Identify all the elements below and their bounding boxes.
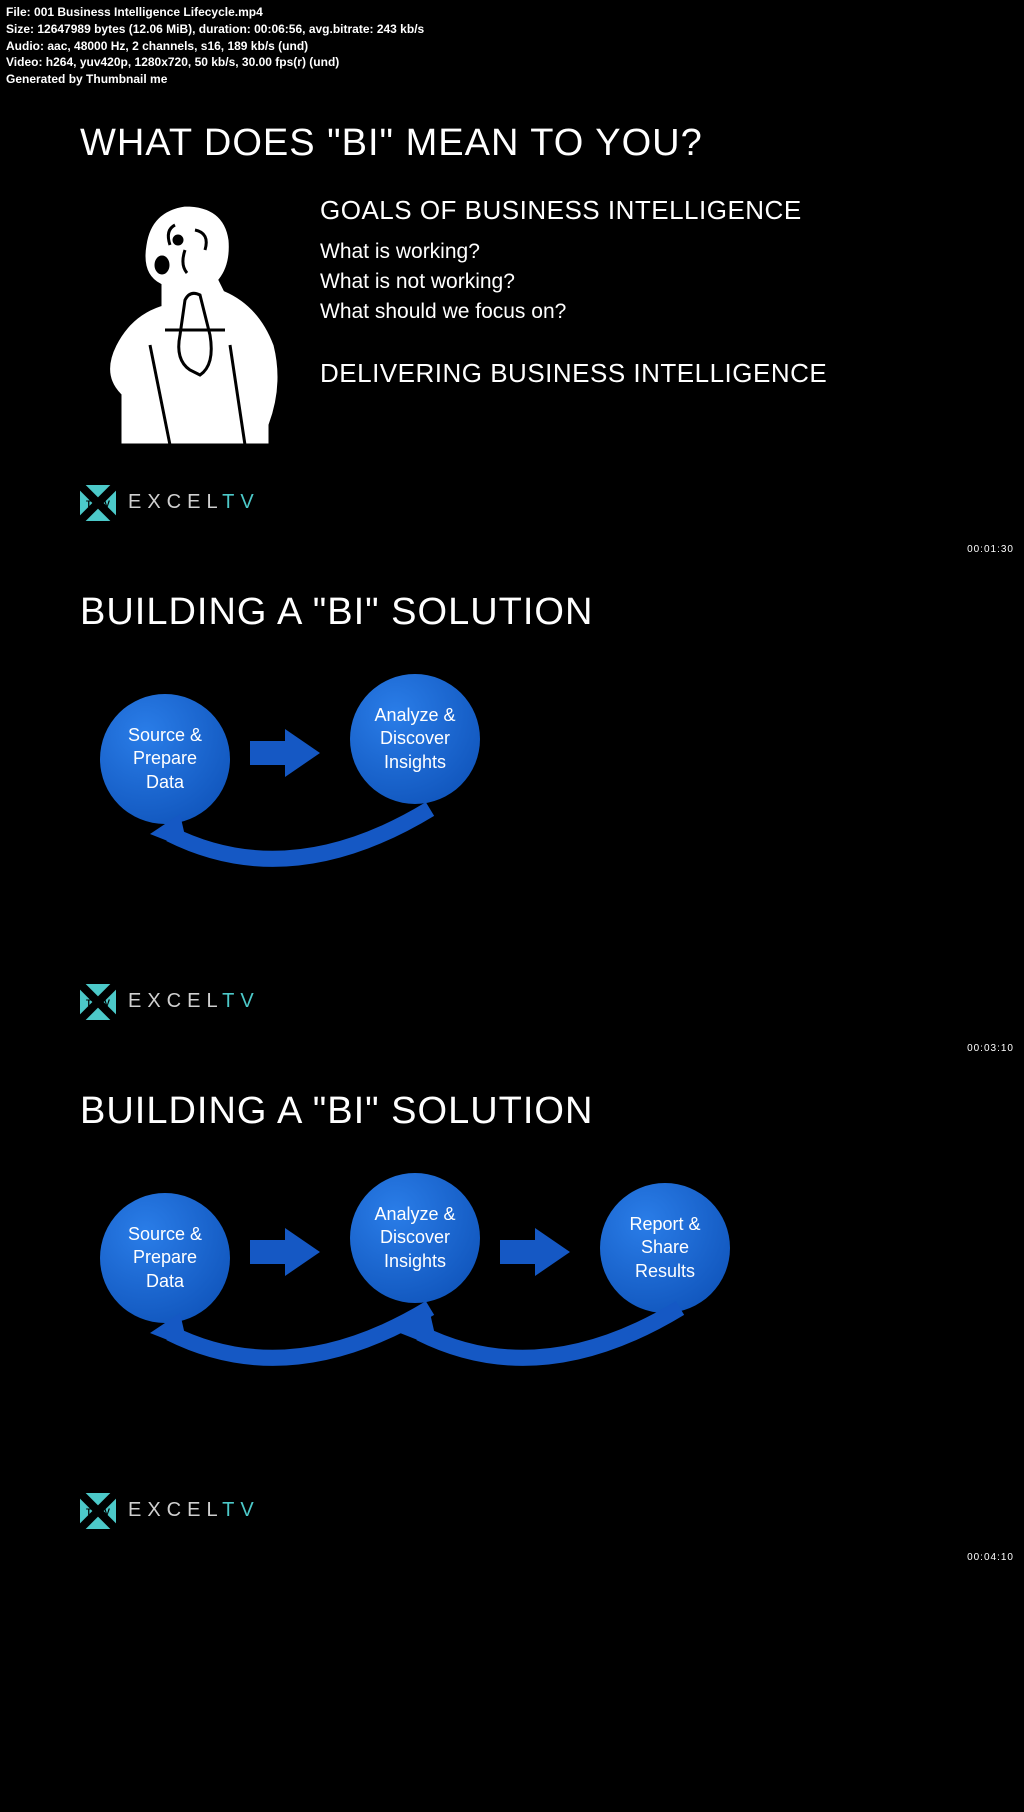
meta-audio: Audio: aac, 48000 Hz, 2 channels, s16, 1… [6,38,1018,55]
thinking-man-illustration [80,195,290,445]
svg-text:V: V [104,998,110,1008]
frame-3: BUILDING A "BI" SOLUTION Source &Prepare… [0,1060,1024,1569]
logo-excel: EXCEL [128,1499,222,1521]
meta-file: File: 001 Business Intelligence Lifecycl… [6,4,1018,21]
circle-analyze-discover: Analyze &DiscoverInsights [350,1173,480,1303]
meta-video: Video: h264, yuv420p, 1280x720, 50 kb/s,… [6,54,1018,71]
logo-row-1: TV EXCELTV [80,485,944,521]
meta-file-label: File: [6,5,31,19]
meta-audio-value: aac, 48000 Hz, 2 channels, s16, 189 kb/s… [47,39,308,53]
metadata-header: File: 001 Business Intelligence Lifecycl… [0,0,1024,92]
frame2-diagram: Source &PrepareData Analyze &DiscoverIns… [80,674,944,954]
arrow-right-1 [250,1228,320,1276]
meta-audio-label: Audio: [6,39,44,53]
frame2-title: BUILDING A "BI" SOLUTION [80,591,944,634]
exceltv-logo-icon: TV [80,984,116,1020]
svg-text:T: T [86,998,92,1008]
timestamp-1: 00:01:30 [967,544,1014,555]
frame3-title: BUILDING A "BI" SOLUTION [80,1090,944,1133]
exceltv-logo-text: EXCELTV [128,1499,260,1522]
circle-report-share: Report &ShareResults [600,1183,730,1313]
logo-tv: TV [222,990,260,1012]
meta-video-value: h264, yuv420p, 1280x720, 50 kb/s, 30.00 … [46,55,339,69]
circle1-label: Source &PrepareData [128,1223,202,1293]
circle2-label: Analyze &DiscoverInsights [374,1203,455,1273]
question-2: What is not working? [320,270,827,294]
circle-analyze-discover: Analyze &DiscoverInsights [350,674,480,804]
logo-excel: EXCEL [128,491,222,513]
logo-excel: EXCEL [128,990,222,1012]
circle2-label: Analyze &DiscoverInsights [374,704,455,774]
meta-size-label: Size: [6,22,34,36]
frame1-title: WHAT DOES "BI" MEAN TO YOU? [80,122,944,165]
meta-generated: Generated by Thumbnail me [6,71,1018,88]
timestamp-3: 00:04:10 [967,1552,1014,1563]
frame-1: WHAT DOES "BI" MEAN TO YOU? GOALS [0,92,1024,561]
curve-arrow-back-1 [130,804,450,884]
goals-title: GOALS OF BUSINESS INTELLIGENCE [320,195,827,226]
exceltv-logo-text: EXCELTV [128,491,260,514]
logo-tv: TV [222,491,260,513]
meta-file-name: 001 Business Intelligence Lifecycle.mp4 [34,5,263,19]
svg-text:V: V [104,499,110,509]
svg-text:T: T [86,499,92,509]
exceltv-logo-icon: TV [80,485,116,521]
question-3: What should we focus on? [320,300,827,324]
circle1-label: Source &PrepareData [128,724,202,794]
exceltv-logo-text: EXCELTV [128,990,260,1013]
meta-video-label: Video: [6,55,42,69]
exceltv-logo-icon: TV [80,1493,116,1529]
question-1: What is working? [320,240,827,264]
svg-text:V: V [104,1507,110,1517]
timestamp-2: 00:03:10 [967,1043,1014,1054]
arrow-right-2 [500,1228,570,1276]
frame1-body: GOALS OF BUSINESS INTELLIGENCE What is w… [80,195,944,445]
frame1-text: GOALS OF BUSINESS INTELLIGENCE What is w… [320,195,827,389]
frame-2: BUILDING A "BI" SOLUTION Source &Prepare… [0,561,1024,1060]
frame3-diagram: Source &PrepareData Analyze &DiscoverIns… [80,1173,944,1463]
logo-row-3: TV EXCELTV [80,1493,944,1529]
delivering-title: DELIVERING BUSINESS INTELLIGENCE [320,358,827,389]
logo-row-2: TV EXCELTV [80,984,944,1020]
circle3-label: Report &ShareResults [629,1213,700,1283]
curve-arrow-back-2 [380,1303,700,1383]
svg-text:T: T [86,1507,92,1517]
meta-size: Size: 12647989 bytes (12.06 MiB), durati… [6,21,1018,38]
logo-tv: TV [222,1499,260,1521]
meta-size-value: 12647989 bytes (12.06 MiB), duration: 00… [37,22,424,36]
arrow-right-1 [250,729,320,777]
